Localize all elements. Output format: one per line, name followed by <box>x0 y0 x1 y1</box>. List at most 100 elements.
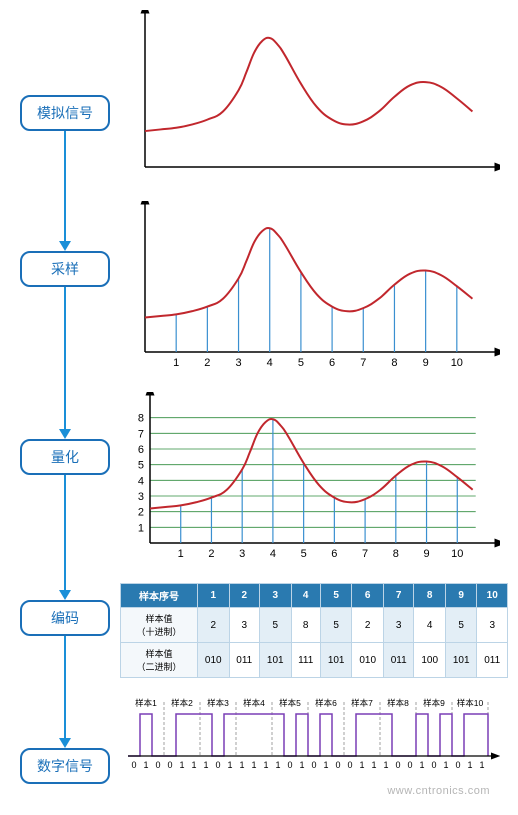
encoding-col-header: 7 <box>383 584 413 608</box>
svg-text:0: 0 <box>407 760 412 770</box>
svg-text:5: 5 <box>298 357 304 369</box>
svg-text:0: 0 <box>131 760 136 770</box>
encoding-row-label: 样本值 （二进制） <box>121 643 198 678</box>
flow-arrow-3 <box>59 475 71 600</box>
svg-text:样本9: 样本9 <box>423 698 445 708</box>
encoding-cell: 111 <box>291 643 320 678</box>
svg-text:1: 1 <box>191 760 196 770</box>
svg-text:5: 5 <box>301 548 307 560</box>
encoding-cell: 5 <box>259 608 291 643</box>
flow-node-digital: 数字信号 <box>20 748 110 784</box>
svg-text:1: 1 <box>239 760 244 770</box>
svg-text:7: 7 <box>360 357 366 369</box>
encoding-col-header: 2 <box>229 584 259 608</box>
encoding-cell: 3 <box>229 608 259 643</box>
encoding-col-header: 3 <box>259 584 291 608</box>
svg-text:样本10: 样本10 <box>457 698 484 708</box>
svg-text:0: 0 <box>215 760 220 770</box>
encoding-cell: 011 <box>477 643 508 678</box>
svg-text:7: 7 <box>362 548 368 560</box>
svg-text:2: 2 <box>138 507 144 519</box>
svg-text:1: 1 <box>227 760 232 770</box>
svg-text:1: 1 <box>251 760 256 770</box>
encoding-cell: 101 <box>259 643 291 678</box>
svg-text:1: 1 <box>263 760 268 770</box>
svg-text:8: 8 <box>138 413 144 425</box>
svg-text:9: 9 <box>423 357 429 369</box>
svg-text:4: 4 <box>267 357 273 369</box>
charts-column: 12345678910 1234567812345678910 样本序号1234… <box>120 10 508 774</box>
svg-text:1: 1 <box>359 760 364 770</box>
svg-text:1: 1 <box>173 357 179 369</box>
svg-text:1: 1 <box>371 760 376 770</box>
flow-node-quantization: 量化 <box>20 439 110 475</box>
flow-arrow-1 <box>59 131 71 251</box>
svg-text:3: 3 <box>138 491 144 503</box>
svg-text:1: 1 <box>178 548 184 560</box>
digital-signal-chart: 样本1样本2样本3样本4样本5样本6样本7样本8样本9样本10010011101… <box>120 694 500 774</box>
svg-text:1: 1 <box>383 760 388 770</box>
svg-text:样本2: 样本2 <box>171 698 193 708</box>
flow-node-sampling: 采样 <box>20 251 110 287</box>
encoding-cell: 011 <box>229 643 259 678</box>
encoding-header-label: 样本序号 <box>121 584 198 608</box>
svg-text:0: 0 <box>287 760 292 770</box>
svg-text:样本4: 样本4 <box>243 698 265 708</box>
svg-text:2: 2 <box>208 548 214 560</box>
encoding-table: 样本序号12345678910样本值 （十进制）2358523453样本值 （二… <box>120 583 508 678</box>
svg-text:1: 1 <box>143 760 148 770</box>
svg-text:样本5: 样本5 <box>279 698 301 708</box>
svg-text:1: 1 <box>203 760 208 770</box>
svg-text:8: 8 <box>391 357 397 369</box>
svg-text:4: 4 <box>138 475 144 487</box>
svg-text:0: 0 <box>455 760 460 770</box>
encoding-col-header: 4 <box>291 584 320 608</box>
encoding-cell: 100 <box>414 643 446 678</box>
svg-text:1: 1 <box>179 760 184 770</box>
svg-text:4: 4 <box>270 548 276 560</box>
svg-text:0: 0 <box>347 760 352 770</box>
encoding-cell: 5 <box>320 608 352 643</box>
encoding-col-header: 5 <box>320 584 352 608</box>
svg-text:8: 8 <box>393 548 399 560</box>
flow-node-analog: 模拟信号 <box>20 95 110 131</box>
svg-text:0: 0 <box>311 760 316 770</box>
encoding-col-header: 10 <box>477 584 508 608</box>
encoding-cell: 011 <box>383 643 413 678</box>
svg-text:样本7: 样本7 <box>351 698 373 708</box>
analog-signal-chart <box>120 10 500 185</box>
svg-text:样本1: 样本1 <box>135 698 157 708</box>
svg-text:1: 1 <box>275 760 280 770</box>
svg-text:10: 10 <box>451 548 463 560</box>
svg-text:5: 5 <box>138 460 144 472</box>
quantization-chart: 1234567812345678910 <box>120 392 500 567</box>
flow-arrow-4 <box>59 636 71 748</box>
encoding-cell: 3 <box>383 608 413 643</box>
svg-text:0: 0 <box>431 760 436 770</box>
encoding-row-label: 样本值 （十进制） <box>121 608 198 643</box>
svg-text:0: 0 <box>167 760 172 770</box>
encoding-cell: 101 <box>320 643 352 678</box>
encoding-col-header: 6 <box>352 584 384 608</box>
svg-text:2: 2 <box>204 357 210 369</box>
encoding-cell: 010 <box>352 643 384 678</box>
encoding-cell: 5 <box>445 608 477 643</box>
flow-arrow-2 <box>59 287 71 439</box>
encoding-col-header: 9 <box>445 584 477 608</box>
svg-text:3: 3 <box>239 548 245 560</box>
svg-text:9: 9 <box>423 548 429 560</box>
encoding-cell: 101 <box>445 643 477 678</box>
svg-text:0: 0 <box>335 760 340 770</box>
svg-text:1: 1 <box>479 760 484 770</box>
encoding-col-header: 8 <box>414 584 446 608</box>
encoding-cell: 4 <box>414 608 446 643</box>
svg-text:1: 1 <box>443 760 448 770</box>
svg-text:6: 6 <box>138 444 144 456</box>
svg-text:1: 1 <box>419 760 424 770</box>
encoding-col-header: 1 <box>198 584 230 608</box>
svg-text:样本8: 样本8 <box>387 698 409 708</box>
svg-text:1: 1 <box>467 760 472 770</box>
sampling-chart: 12345678910 <box>120 201 500 376</box>
flow-node-encoding: 编码 <box>20 600 110 636</box>
encoding-cell: 010 <box>198 643 230 678</box>
